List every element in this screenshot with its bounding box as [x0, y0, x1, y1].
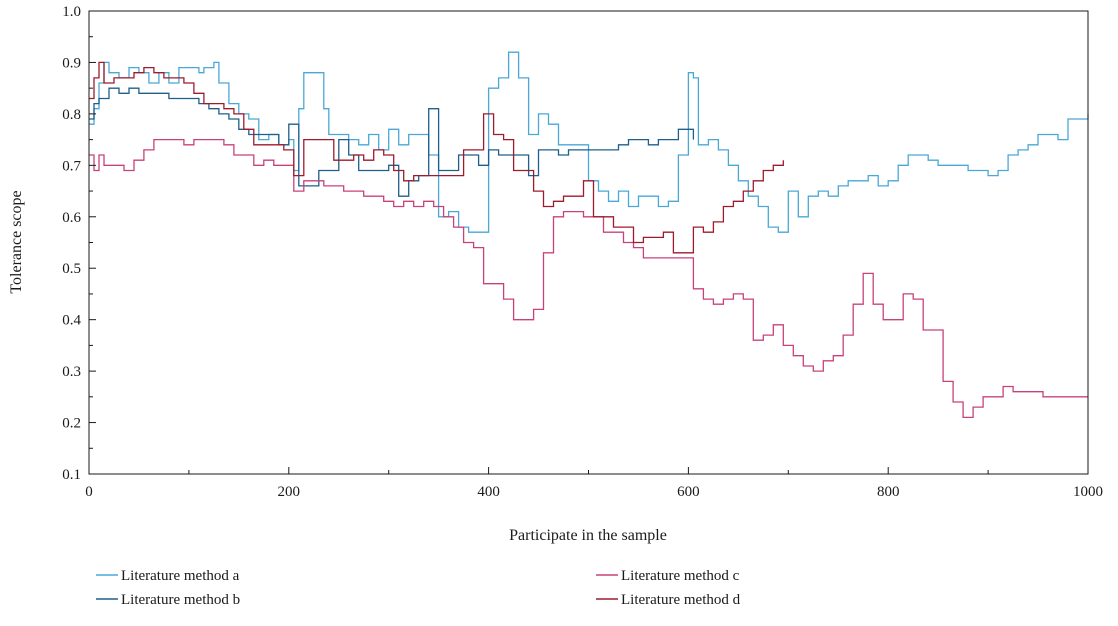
y-tick-label: 0.7 [62, 158, 81, 174]
series-line-b [89, 87, 695, 197]
y-tick-label: 0.6 [62, 210, 81, 226]
y-tick-label: 0.9 [62, 55, 81, 71]
y-tick-label: 1.0 [62, 4, 81, 20]
y-tick-label: 0.2 [62, 416, 81, 432]
plot-lines [89, 51, 1089, 419]
x-tick-label: 200 [278, 484, 301, 500]
x-tick-label: 0 [85, 484, 93, 500]
y-tick-label: 0.4 [62, 313, 81, 329]
legend-label: Literature method b [121, 592, 240, 608]
x-tick-label: 400 [477, 484, 500, 500]
y-tick-label: 0.3 [62, 364, 81, 380]
legend-label: Literature method a [121, 568, 240, 584]
series-line-a [89, 51, 1089, 233]
y-tick-label: 0.1 [62, 467, 81, 483]
x-tick-label: 600 [677, 484, 700, 500]
legend-label: Literature method d [621, 592, 741, 608]
series-line-d [89, 61, 784, 254]
x-axis-label: Participate in the sample [509, 527, 667, 544]
y-tick-label: 0.5 [62, 261, 81, 277]
series-line-c [89, 138, 1088, 419]
x-tick-label: 800 [877, 484, 900, 500]
legend-label: Literature method c [621, 568, 740, 584]
plot-frame [88, 10, 1089, 475]
y-axis-label: Tolerance scope [8, 190, 25, 293]
x-tick-label: 1000 [1073, 484, 1103, 500]
legend: Literature method a Literature method b Li… [96, 568, 741, 608]
y-tick-label: 0.8 [62, 107, 81, 123]
axis-ticks: 0 200 400 600 800 1000 0.1 0.2 0.3 0.4 0.5 0.6 0.7 0.… [62, 4, 1103, 500]
